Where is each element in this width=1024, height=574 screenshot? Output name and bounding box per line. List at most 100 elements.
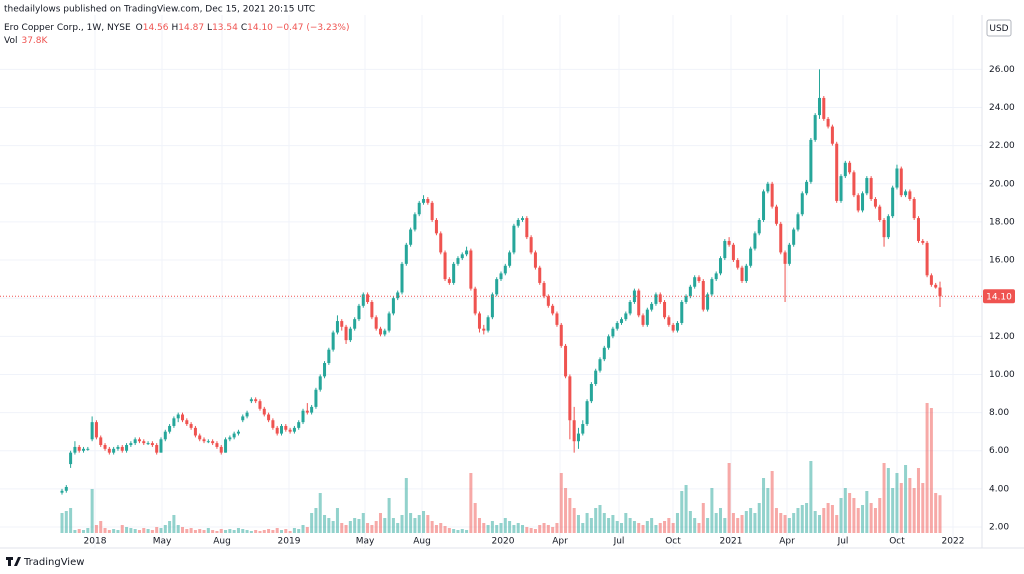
candle-body bbox=[452, 263, 456, 283]
volume-bar bbox=[839, 498, 843, 533]
volume-bar bbox=[805, 503, 809, 533]
vol-value: 37.8K bbox=[21, 36, 48, 46]
volume-bar bbox=[667, 518, 671, 533]
candle-body bbox=[185, 420, 189, 425]
volume-bar bbox=[817, 515, 821, 533]
volume-bar bbox=[137, 530, 141, 533]
x-tick-label: Apr bbox=[552, 537, 568, 547]
y-tick-label: 22.00 bbox=[989, 141, 1015, 151]
candle-body bbox=[473, 288, 477, 314]
candle-body bbox=[718, 258, 723, 274]
candle-body bbox=[916, 218, 920, 241]
candle-body bbox=[882, 219, 886, 238]
candle-body bbox=[753, 233, 757, 249]
candle-body bbox=[645, 309, 649, 325]
volume-bar bbox=[94, 525, 98, 533]
volume-bar bbox=[82, 530, 86, 533]
candle-body bbox=[206, 441, 210, 443]
candle-body bbox=[508, 252, 512, 266]
volume-bar bbox=[90, 489, 94, 533]
volume-bar bbox=[460, 529, 464, 533]
volume-bar bbox=[607, 518, 611, 533]
volume-bar bbox=[800, 505, 804, 533]
volume-bar bbox=[103, 528, 107, 533]
volume-bar bbox=[886, 468, 890, 533]
volume-bar bbox=[77, 529, 81, 533]
volume-bar bbox=[697, 523, 701, 533]
candle-body bbox=[168, 425, 172, 432]
volume-bar bbox=[779, 513, 783, 533]
volume-bar bbox=[529, 528, 533, 533]
symbol: Ero Copper Corp., 1W, NYSE bbox=[4, 23, 131, 33]
volume-bar bbox=[856, 508, 860, 533]
volume-bar bbox=[228, 529, 232, 533]
volume-bar bbox=[650, 518, 654, 533]
candle-body bbox=[146, 443, 150, 445]
candle-body bbox=[568, 376, 572, 421]
candle-body bbox=[258, 401, 262, 409]
volume-bar bbox=[465, 530, 469, 533]
candle-body bbox=[469, 250, 473, 289]
candle-body bbox=[770, 183, 774, 207]
candle-body bbox=[525, 218, 529, 238]
volume-bar bbox=[64, 511, 68, 533]
candle-body bbox=[486, 317, 490, 331]
volume-bar bbox=[551, 527, 555, 533]
volume-bar bbox=[262, 530, 266, 533]
volume-bar bbox=[310, 513, 314, 533]
candle-body bbox=[551, 305, 555, 314]
volume-bar bbox=[503, 518, 507, 533]
y-tick-label: 16.00 bbox=[989, 256, 1015, 266]
candle-body bbox=[193, 427, 197, 436]
candle-body bbox=[533, 252, 537, 268]
candle-body bbox=[792, 229, 796, 245]
candle-body bbox=[766, 183, 770, 192]
candle-body bbox=[512, 225, 516, 253]
candle-body bbox=[714, 273, 718, 280]
volume-bar bbox=[413, 518, 417, 533]
volume-bar bbox=[899, 483, 903, 533]
candle-body bbox=[99, 437, 103, 446]
candle-body bbox=[370, 301, 374, 318]
x-tick-label: Jul bbox=[837, 537, 849, 547]
candle-body bbox=[460, 254, 464, 259]
volume-bar bbox=[766, 488, 770, 533]
volume-bar bbox=[658, 523, 662, 533]
candle-body bbox=[417, 202, 421, 215]
volume-bar bbox=[305, 527, 309, 533]
volume-bar bbox=[564, 488, 568, 533]
volume-bar bbox=[163, 525, 167, 533]
x-tick-label: 2020 bbox=[492, 537, 515, 547]
y-tick-label: 6.00 bbox=[989, 446, 1009, 456]
volume-bar bbox=[938, 495, 942, 533]
volume-bar bbox=[447, 528, 451, 533]
volume-bar bbox=[168, 521, 172, 533]
candle-body bbox=[620, 319, 624, 323]
volume-bar bbox=[572, 508, 576, 533]
volume-bar bbox=[318, 493, 322, 533]
volume-bar bbox=[391, 518, 395, 533]
candle-body bbox=[202, 439, 206, 442]
x-tick-label: 2022 bbox=[942, 537, 965, 547]
ohlc-label: L bbox=[207, 23, 212, 33]
candle-body bbox=[740, 267, 744, 282]
x-tick-label: May bbox=[153, 537, 172, 547]
volume-bar bbox=[236, 528, 240, 533]
volume-bar bbox=[925, 403, 929, 533]
candle-body bbox=[503, 265, 507, 274]
volume-bar bbox=[125, 527, 129, 533]
candle-body bbox=[400, 263, 404, 293]
candle-body bbox=[292, 427, 296, 432]
volume-bar bbox=[929, 408, 933, 533]
candle-body bbox=[555, 313, 559, 325]
candle-body bbox=[878, 206, 882, 220]
volume-bar bbox=[512, 525, 516, 533]
volume-bar bbox=[641, 525, 645, 533]
volume-bar bbox=[581, 523, 585, 533]
volume-bar bbox=[774, 508, 778, 533]
volume-bar bbox=[245, 530, 249, 533]
volume-bar bbox=[353, 518, 357, 533]
candle-body bbox=[727, 240, 731, 245]
